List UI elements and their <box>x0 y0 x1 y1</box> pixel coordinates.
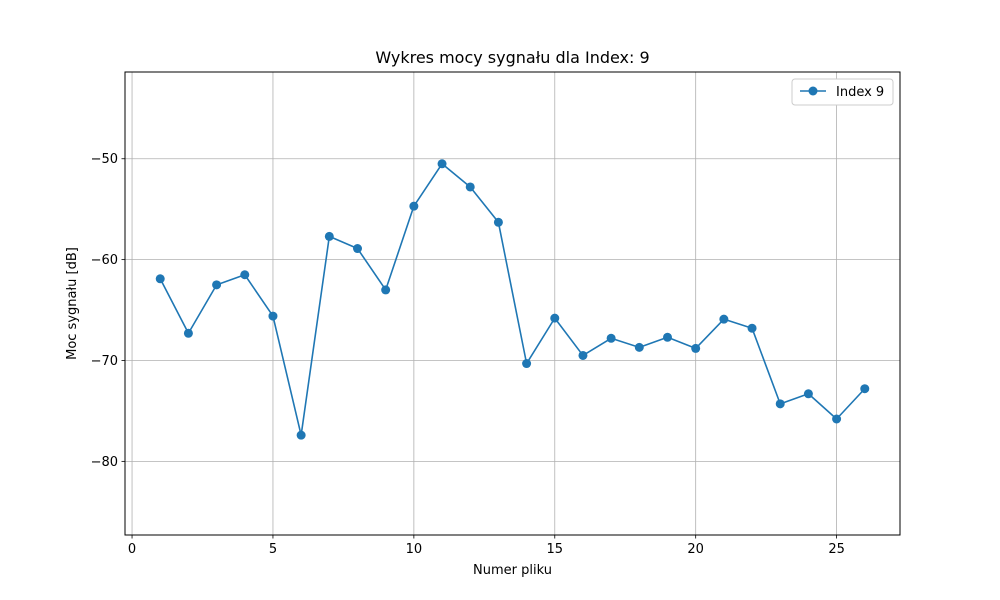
chart-title: Wykres mocy sygnału dla Index: 9 <box>375 48 649 67</box>
data-point <box>522 359 532 369</box>
y-tick-label: −50 <box>91 152 118 167</box>
data-point <box>268 311 278 321</box>
x-tick-label: 0 <box>128 542 136 557</box>
data-point <box>409 201 419 211</box>
x-tick-label: 10 <box>406 542 423 557</box>
series-line <box>159 162 866 436</box>
x-tick-label: 25 <box>828 542 845 557</box>
data-point <box>634 342 644 352</box>
data-point <box>437 159 447 169</box>
y-tick-label: −70 <box>91 354 118 369</box>
x-tick-label: 15 <box>546 542 563 557</box>
x-tick-label: 20 <box>687 542 704 557</box>
data-point <box>381 285 391 295</box>
data-point <box>775 399 785 409</box>
data-point <box>296 430 306 440</box>
y-tick-label: −60 <box>91 253 118 268</box>
data-point <box>691 343 701 353</box>
data-point <box>719 314 729 324</box>
data-point <box>183 328 193 338</box>
data-point <box>663 332 672 342</box>
ticks: 0 5 10 15 20 25 −80 −70 −60 −50 <box>91 152 845 557</box>
data-point <box>493 217 503 227</box>
data-point <box>353 244 362 254</box>
data-point <box>324 231 334 241</box>
legend-marker-sample <box>808 86 818 96</box>
data-point <box>832 414 842 424</box>
x-axis-label: Numer pliku <box>473 563 552 578</box>
legend-box <box>791 78 894 106</box>
x-tick-label: 5 <box>269 542 277 557</box>
y-axis-label: Moc sygnału [dB] <box>65 247 80 360</box>
data-point <box>747 323 757 333</box>
data-point <box>803 389 813 399</box>
y-tick-label: −80 <box>91 455 118 470</box>
data-point <box>550 313 560 323</box>
series-layer <box>155 159 870 440</box>
legend: Index 9 <box>791 78 894 106</box>
legend-label: Index 9 <box>836 85 884 100</box>
data-point <box>212 280 222 290</box>
data-point <box>155 274 165 284</box>
data-point <box>606 333 616 343</box>
data-point <box>465 182 475 192</box>
data-point <box>860 384 870 394</box>
grid <box>125 72 900 535</box>
data-point <box>240 270 250 280</box>
plot-frame <box>124 71 901 536</box>
data-point <box>578 350 588 360</box>
